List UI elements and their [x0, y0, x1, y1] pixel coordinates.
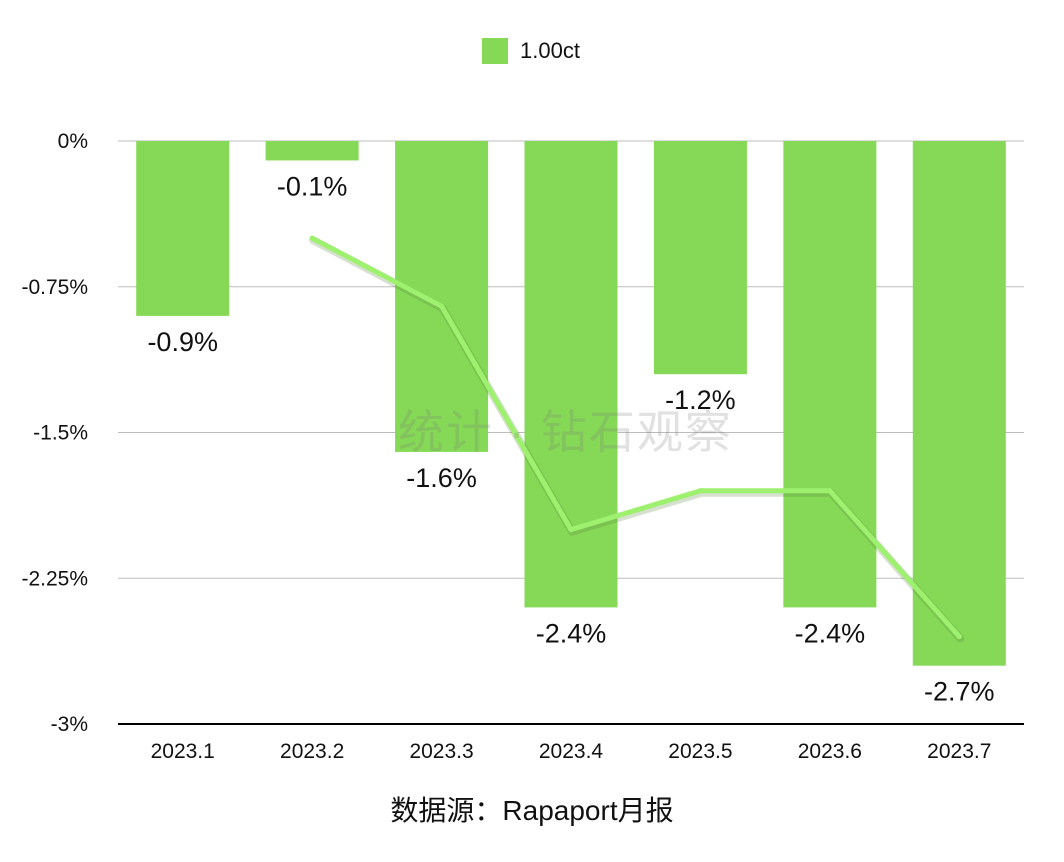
x-tick-label: 2023.6: [798, 740, 862, 763]
data-label: -2.4%: [536, 618, 607, 648]
bar: [783, 141, 877, 608]
legend: 1.00ct: [482, 37, 580, 65]
trend-line-point: [827, 488, 833, 494]
y-tick-label: -0.75%: [21, 276, 88, 299]
data-label: -2.7%: [924, 677, 995, 707]
bar: [653, 141, 747, 375]
source-note: 数据源：Rapaport月报: [390, 795, 674, 826]
y-tick-label: -3%: [51, 713, 88, 736]
bar: [524, 141, 618, 608]
legend-swatch-icon: [482, 38, 508, 64]
bar: [912, 141, 1006, 666]
bar: [395, 141, 489, 452]
bar: [136, 141, 230, 316]
x-tick-label: 2023.1: [151, 740, 215, 763]
data-label: -2.4%: [795, 618, 866, 648]
x-tick-label: 2023.7: [927, 740, 991, 763]
trend-line-point: [439, 303, 445, 309]
x-tick-label: 2023.4: [539, 740, 604, 763]
data-label: -1.6%: [406, 463, 477, 493]
y-tick-label: 0%: [58, 130, 88, 153]
trend-line-point: [568, 527, 574, 533]
x-tick-label: 2023.2: [280, 740, 344, 763]
data-label: -0.1%: [277, 171, 348, 201]
trend-line-point: [309, 235, 315, 241]
y-tick-label: -2.25%: [21, 567, 88, 590]
bar: [265, 141, 359, 161]
data-label: -1.2%: [665, 385, 736, 415]
trend-line-point: [956, 634, 962, 640]
trend-line-point: [697, 488, 703, 494]
x-tick-label: 2023.3: [409, 740, 473, 763]
x-tick-label: 2023.5: [668, 740, 732, 763]
y-tick-label: -1.5%: [33, 422, 88, 445]
data-label: -0.9%: [147, 327, 218, 357]
trend-line: [309, 235, 962, 640]
legend-label: 1.00ct: [520, 38, 580, 63]
